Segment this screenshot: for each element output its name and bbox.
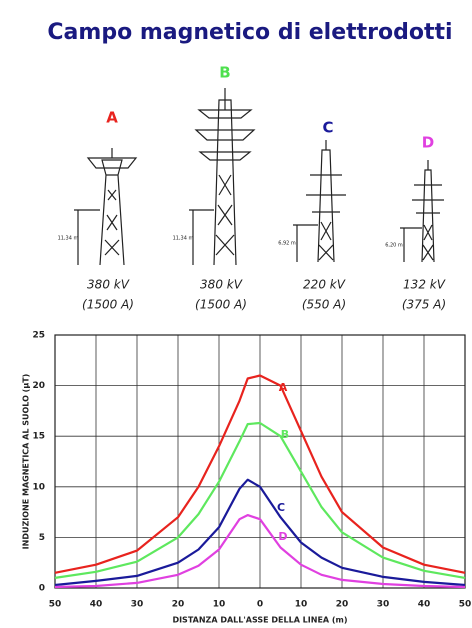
- x-tick-label: 30: [131, 600, 144, 610]
- tower-height: 11,34 m: [173, 236, 194, 242]
- x-tick-label: 10: [213, 600, 226, 610]
- curve-label: D: [278, 530, 287, 543]
- tower-voltage: 132 kV: [403, 278, 446, 292]
- y-axis-label: INDUZIONE MAGNETICA AL SUOLO (µT): [22, 374, 31, 550]
- tower-height: 11,34 m: [58, 236, 79, 242]
- y-tick-label: 0: [39, 584, 45, 594]
- y-tick-label: 10: [32, 482, 45, 492]
- curve-label: A: [279, 381, 288, 394]
- x-tick-label: 40: [90, 600, 103, 610]
- tower-height: 6,92 m: [278, 241, 296, 247]
- x-tick-label: 20: [336, 600, 349, 610]
- tower-label: C: [322, 119, 333, 137]
- tower-current: (550 A): [302, 298, 346, 312]
- y-tick-label: 25: [32, 331, 45, 341]
- title: Campo magnetico di elettrodotti: [47, 20, 452, 45]
- x-tick-label: 50: [459, 600, 472, 610]
- curve-label: C: [277, 501, 285, 514]
- y-tick-label: 15: [32, 432, 45, 442]
- x-axis-label: DISTANZA DALL'ASSE DELLA LINEA (m): [172, 616, 347, 625]
- tower-drawings: [74, 88, 444, 265]
- x-tick-label: 30: [377, 600, 390, 610]
- tower-label: A: [106, 109, 118, 127]
- chart: 0 5 10 15 20 25 50 40 30 20 10 0 10 20 30 40 50 DISTANZA …: [22, 331, 472, 625]
- x-tick-label: 40: [418, 600, 431, 610]
- tower-label: D: [422, 134, 434, 152]
- tower-voltage: 220 kV: [303, 278, 346, 292]
- tower-height: 6,20 m: [385, 243, 403, 249]
- page: Campo magnetico di elettrodotti A 11,34 m…: [0, 0, 472, 628]
- tower-labels: A 11,34 m 380 kV (1500 A) B 11,34 m 380 kV (150…: [58, 64, 447, 312]
- y-tick-label: 5: [39, 533, 45, 543]
- tower-current: (375 A): [402, 298, 446, 312]
- x-tick-label: 20: [172, 600, 185, 610]
- y-tick-label: 20: [32, 381, 45, 391]
- curve-label: B: [281, 428, 289, 441]
- tower-voltage: 380 kV: [200, 278, 243, 292]
- x-tick-label: 50: [49, 600, 62, 610]
- tower-voltage: 380 kV: [87, 278, 130, 292]
- tower-label: B: [219, 64, 230, 82]
- tower-current: (1500 A): [195, 298, 247, 312]
- tower-current: (1500 A): [82, 298, 134, 312]
- x-tick-label: 10: [295, 600, 308, 610]
- x-tick-label: 0: [257, 600, 263, 610]
